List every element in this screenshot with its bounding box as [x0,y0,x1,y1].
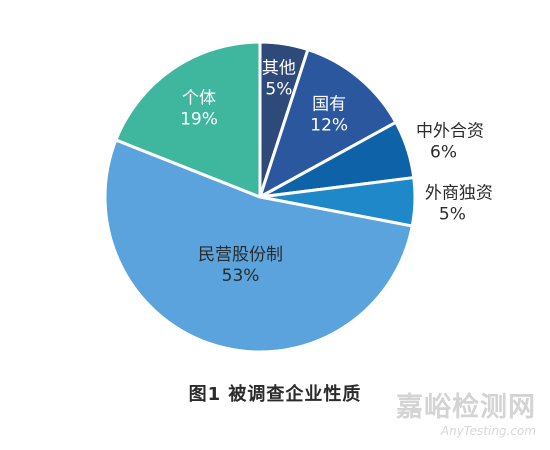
slice-name: 国有 [312,94,346,114]
slice-value: 53% [222,266,260,286]
slice-name: 民营股份制 [198,245,283,265]
slice-value: 12% [310,115,348,135]
pie-slice-private-joint-stock [103,138,414,354]
slice-name: 其他 [262,59,296,79]
watermark-url: AnyTesting.com [440,424,536,438]
slice-value: 5% [265,80,292,100]
slice-label-other: 其他5% [262,59,296,100]
slice-name: 中外合资 [416,121,484,141]
slice-value: 19% [180,109,218,129]
slice-name: 外商独资 [425,184,493,204]
pie-slice-individual [114,40,262,199]
slice-name: 个体 [182,88,216,108]
slice-value: 5% [439,205,466,225]
slice-value: 6% [430,142,457,162]
pie-slice-state-owned [258,48,398,199]
chart-title: 图1 被调查企业性质 [188,384,362,405]
watermark-name: 嘉峪检测网 [396,392,536,423]
watermark: 嘉峪检测网 AnyTesting.com [396,392,536,438]
